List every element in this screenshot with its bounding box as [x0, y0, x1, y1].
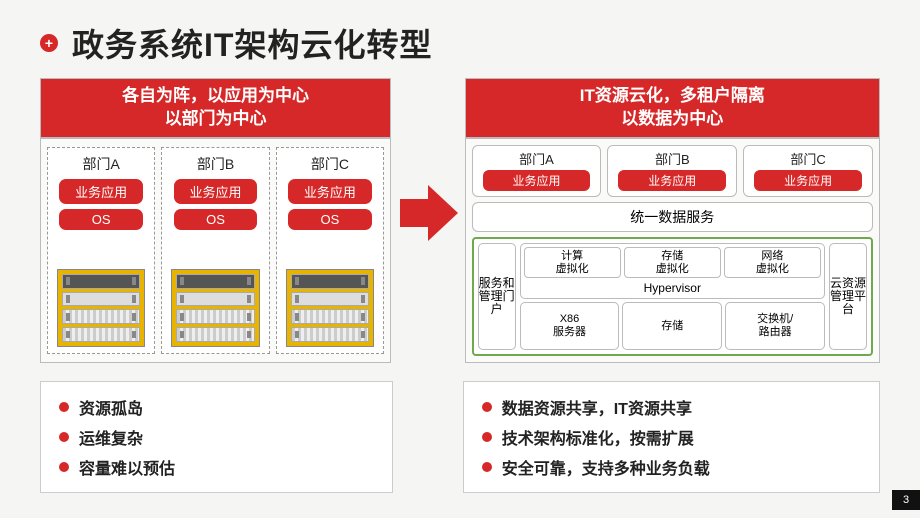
virt-layer: 计算虚拟化 存储虚拟化 网络虚拟化 Hypervisor: [520, 243, 825, 299]
title-row: + 政务系统IT架构云化转型: [40, 20, 880, 66]
bullet-dot-icon: [482, 432, 492, 442]
hypervisor-label: Hypervisor: [524, 280, 821, 295]
bullet-dot-icon: [59, 462, 69, 472]
data-service-bar: 统一数据服务: [472, 202, 873, 232]
silo-label: 部门B: [197, 154, 234, 174]
right-banner-line1: IT资源云化，多租户隔离: [470, 85, 875, 108]
hardware-icon: [171, 269, 260, 347]
left-banner-line1: 各自为阵，以应用为中心: [45, 85, 386, 108]
hardware-icon: [57, 269, 146, 347]
silo-c: 部门C 业务应用 OS: [276, 147, 384, 354]
bullet-text: 安全可靠，支持多种业务负载: [502, 455, 710, 479]
bullet-dot-icon: [59, 402, 69, 412]
left-column: 各自为阵，以应用为中心 以部门为中心 部门A 业务应用 OS 部门B 业务应用 …: [40, 78, 391, 363]
slide: + 政务系统IT架构云化转型 各自为阵，以应用为中心 以部门为中心 部门A 业务…: [0, 0, 920, 518]
x86-box: X86服务器: [520, 302, 620, 350]
bullet-item: 资源孤岛: [59, 392, 374, 422]
right-column: IT资源云化，多租户隔离 以数据为中心 部门A 业务应用 部门B 业务应用 部门…: [465, 78, 880, 363]
left-banner: 各自为阵，以应用为中心 以部门为中心: [40, 78, 391, 138]
dept-row: 部门A 业务应用 部门B 业务应用 部门C 业务应用: [472, 145, 873, 197]
silo-b: 部门B 业务应用 OS: [161, 147, 269, 354]
network-virt: 网络虚拟化: [724, 247, 821, 278]
silo-label: 部门A: [83, 154, 120, 174]
bullet-dot-icon: [482, 462, 492, 472]
left-silo-box: 部门A 业务应用 OS 部门B 业务应用 OS 部门C: [40, 138, 391, 363]
bullet-text: 资源孤岛: [79, 395, 143, 419]
dept-app-pill: 业务应用: [483, 170, 591, 191]
transition-arrow: [403, 78, 452, 348]
right-banner-line2: 以数据为中心: [470, 108, 875, 131]
portal-box: 服务和管理门户: [478, 243, 516, 350]
right-banner: IT资源云化，多租户隔离 以数据为中心: [465, 78, 880, 138]
silo-app-pill: 业务应用: [59, 179, 143, 204]
bullet-text: 容量难以预估: [79, 455, 175, 479]
dept-app-pill: 业务应用: [754, 170, 862, 191]
dept-c: 部门C 业务应用: [743, 145, 873, 197]
compute-virt: 计算虚拟化: [524, 247, 621, 278]
silo-os-pill: OS: [288, 209, 372, 230]
right-bullets: 数据资源共享，IT资源共享 技术架构标准化，按需扩展 安全可靠，支持多种业务负载: [463, 381, 880, 493]
hw-layer: X86服务器 存储 交换机/路由器: [520, 302, 825, 350]
switch-box: 交换机/路由器: [725, 302, 825, 350]
bullet-item: 技术架构标准化，按需扩展: [482, 422, 861, 452]
silo-os-pill: OS: [59, 209, 143, 230]
bullet-item: 运维复杂: [59, 422, 374, 452]
storage-virt: 存储虚拟化: [624, 247, 721, 278]
dept-label: 部门C: [790, 149, 825, 168]
dept-a: 部门A 业务应用: [472, 145, 602, 197]
bullet-dot-icon: [482, 402, 492, 412]
plus-icon: +: [40, 34, 58, 52]
page-number: 3: [892, 490, 920, 510]
silo-label: 部门C: [311, 154, 349, 174]
silo-app-pill: 业务应用: [288, 179, 372, 204]
cloud-mgmt-box: 云资源管理平台: [829, 243, 867, 350]
bullet-text: 运维复杂: [79, 425, 143, 449]
dept-label: 部门B: [655, 149, 690, 168]
bullet-text: 技术架构标准化，按需扩展: [502, 425, 694, 449]
hardware-icon: [286, 269, 375, 347]
left-banner-line2: 以部门为中心: [45, 108, 386, 131]
silo-app-pill: 业务应用: [174, 179, 258, 204]
bullet-dot-icon: [59, 432, 69, 442]
content-row: 各自为阵，以应用为中心 以部门为中心 部门A 业务应用 OS 部门B 业务应用 …: [40, 78, 880, 363]
dept-label: 部门A: [519, 149, 554, 168]
mid-grid: 计算虚拟化 存储虚拟化 网络虚拟化 Hypervisor X86服务器 存储 交…: [520, 243, 825, 350]
bullets-row: 资源孤岛 运维复杂 容量难以预估 数据资源共享，IT资源共享 技术架构标准化，按…: [40, 381, 880, 493]
right-arch-box: 部门A 业务应用 部门B 业务应用 部门C 业务应用 统一数据服务 服务和管理门…: [465, 138, 880, 363]
left-bullets: 资源孤岛 运维复杂 容量难以预估: [40, 381, 393, 493]
bullet-item: 安全可靠，支持多种业务负载: [482, 452, 861, 482]
bullet-item: 数据资源共享，IT资源共享: [482, 392, 861, 422]
dept-b: 部门B 业务应用: [607, 145, 737, 197]
silo-a: 部门A 业务应用 OS: [47, 147, 155, 354]
bullet-text: 数据资源共享，IT资源共享: [502, 395, 692, 419]
storage-box: 存储: [622, 302, 722, 350]
silo-os-pill: OS: [174, 209, 258, 230]
dept-app-pill: 业务应用: [618, 170, 726, 191]
infra-box: 服务和管理门户 计算虚拟化 存储虚拟化 网络虚拟化 Hypervisor X86…: [472, 237, 873, 356]
bullet-item: 容量难以预估: [59, 452, 374, 482]
page-title: 政务系统IT架构云化转型: [72, 20, 432, 66]
